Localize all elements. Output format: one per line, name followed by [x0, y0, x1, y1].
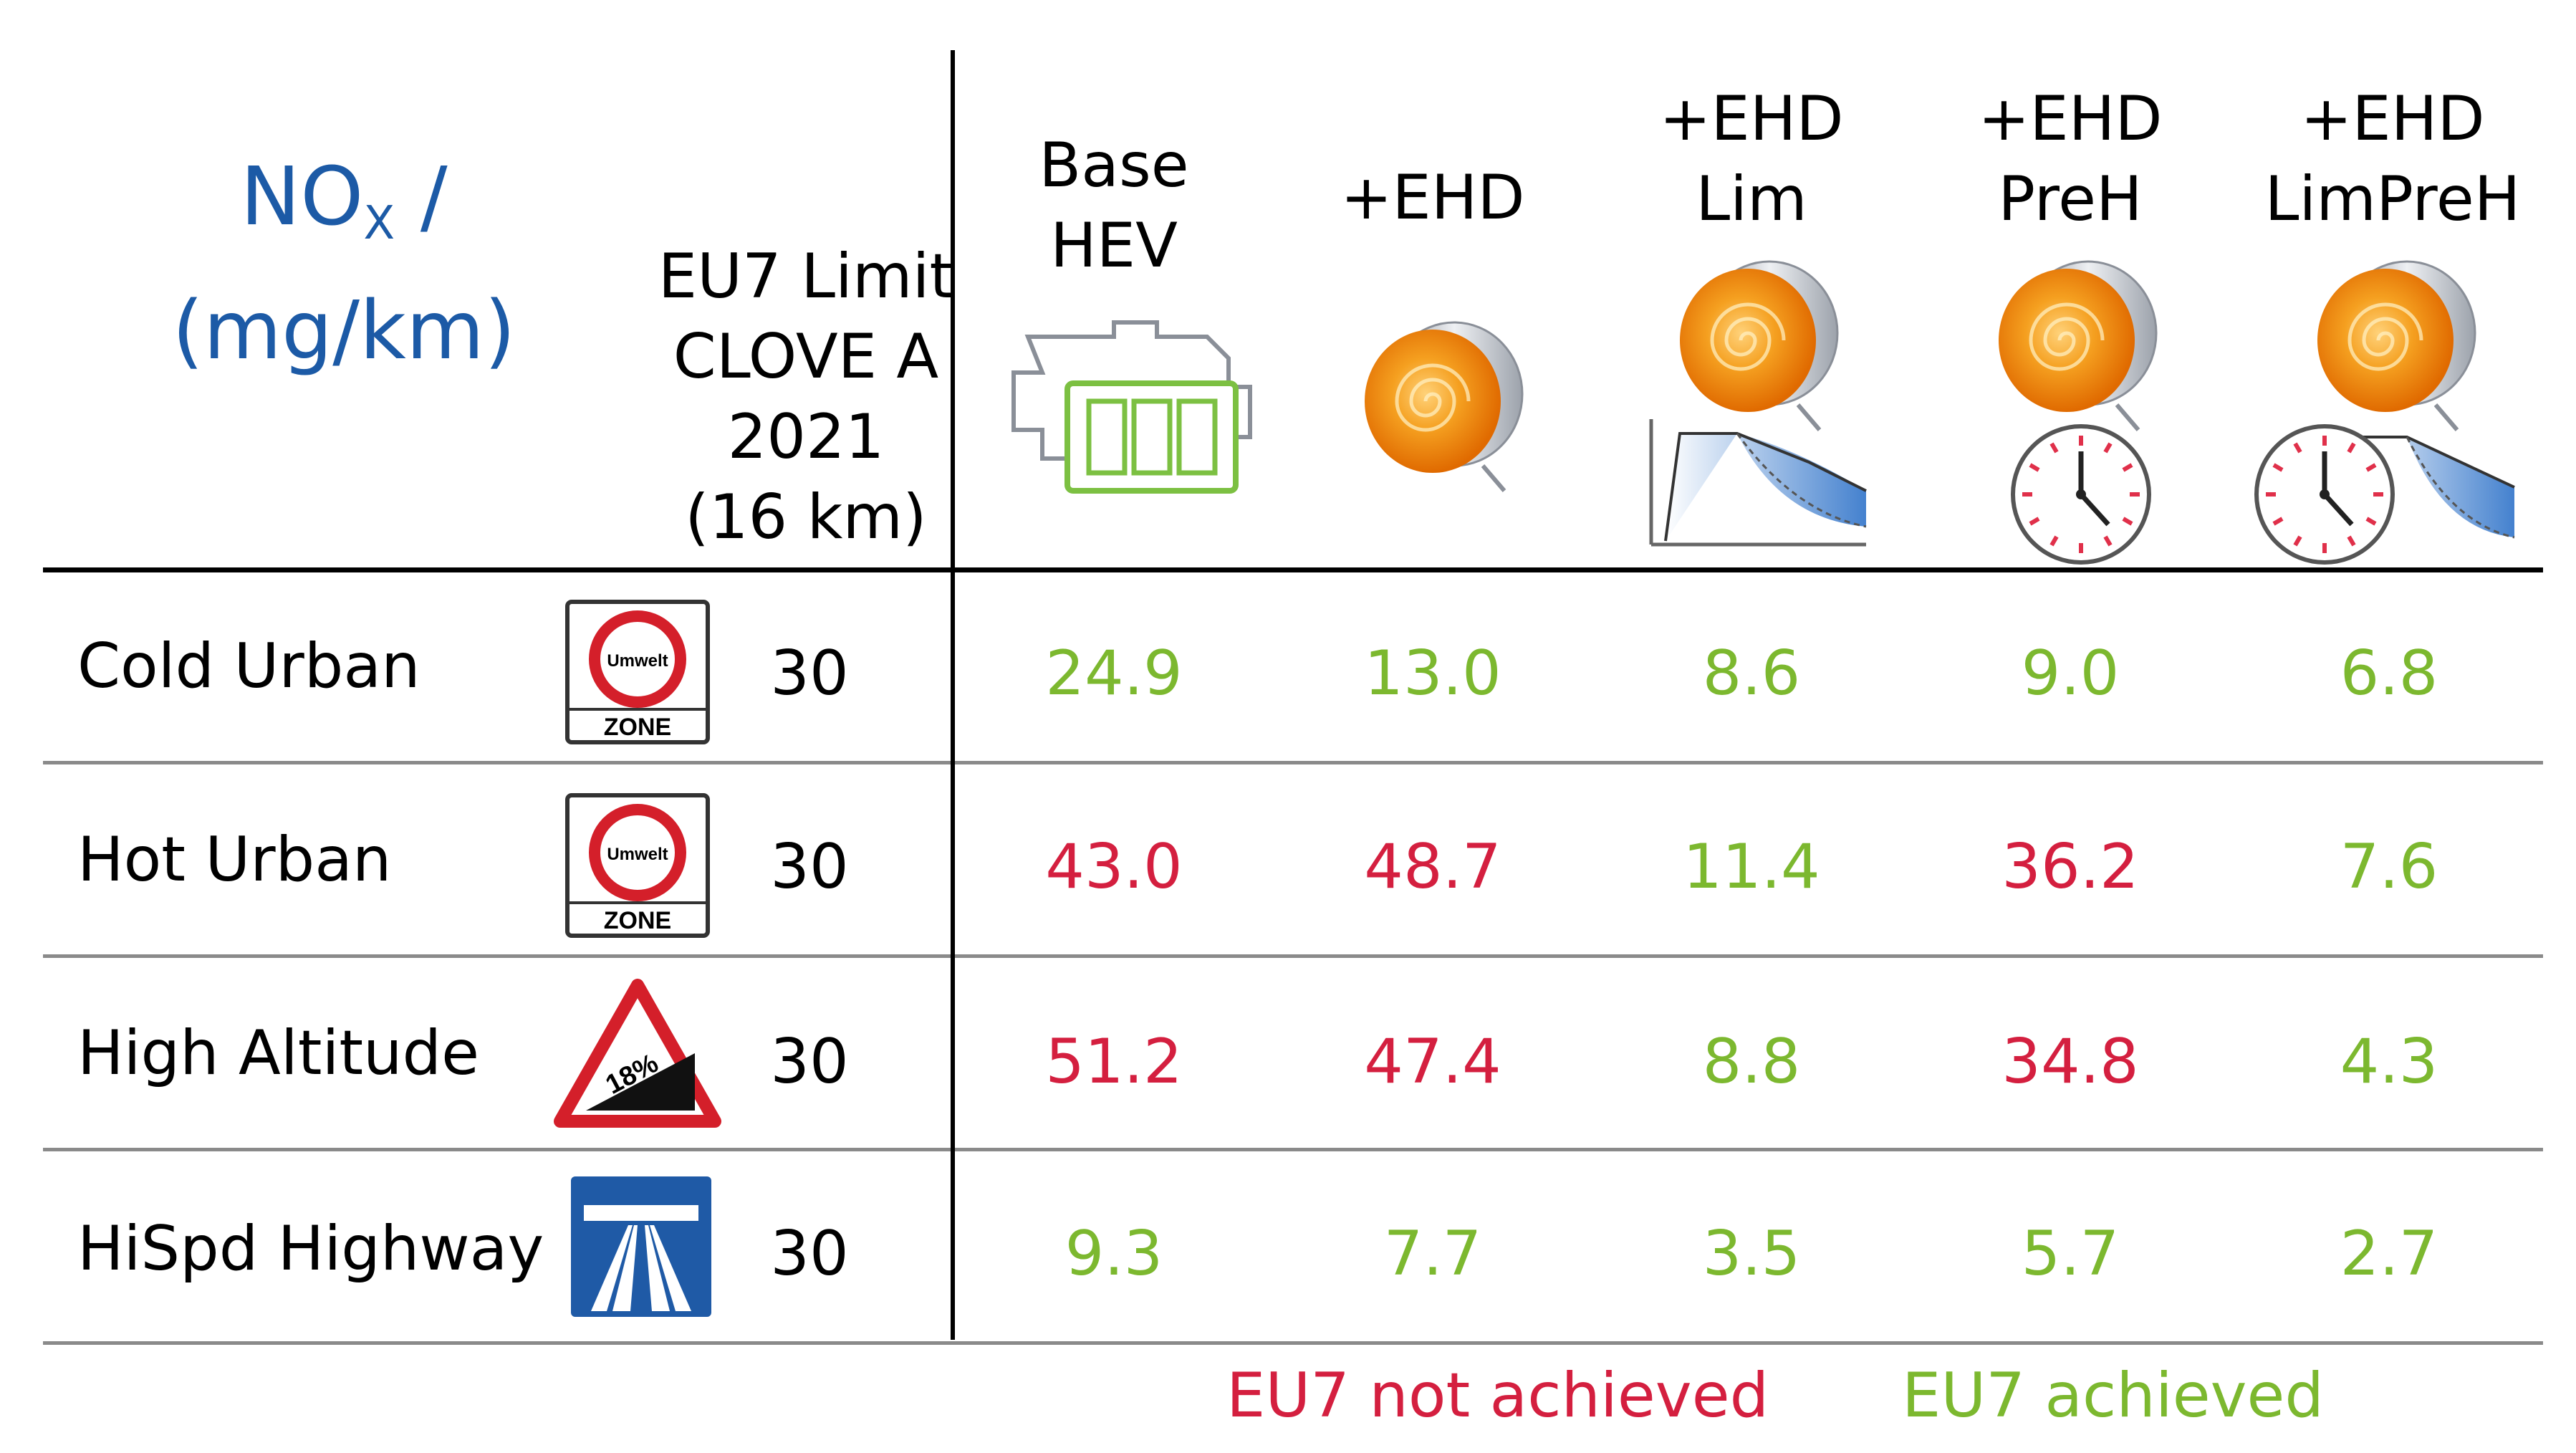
- row-divider: [43, 1148, 2543, 1151]
- unit-prefix: NO: [240, 150, 364, 244]
- value-cell: 43.0: [1045, 831, 1183, 903]
- limit-value: 30: [770, 1218, 849, 1290]
- limit-header-line: (16 km): [685, 481, 927, 553]
- unit-suffix: /: [395, 150, 448, 244]
- value-cell: 2.7: [2340, 1218, 2438, 1290]
- heated-catalyst-icon: [1680, 262, 1837, 430]
- value-cell: 7.6: [2340, 831, 2438, 903]
- value-cell: 7.7: [1383, 1218, 1482, 1290]
- value-cell: 48.7: [1364, 831, 1501, 903]
- steep-grade-sign-icon: 18%: [554, 979, 721, 1128]
- table-bottom-border: [43, 1341, 2543, 1345]
- unit-line1: NOX /: [86, 143, 602, 277]
- heated-catalyst-icon: [1999, 262, 2156, 430]
- clock-icon: [2257, 426, 2393, 562]
- row-divider: [43, 761, 2543, 764]
- column-header-line: +EHD: [1340, 162, 1525, 234]
- row-label-hispd-highway: HiSpd Highway: [77, 1213, 544, 1285]
- column-header-ehd-preh: +EHD PreH: [1941, 79, 2199, 239]
- limit-value: 30: [770, 638, 849, 709]
- value-cell: 34.8: [2001, 1026, 2139, 1098]
- limit-value: 30: [770, 831, 849, 903]
- column-header-line: PreH: [1998, 163, 2143, 235]
- legend-not-achieved: EU7 not achieved: [1226, 1360, 1769, 1432]
- limit-header-line: CLOVE A: [673, 321, 939, 393]
- unit-line2: (mg/km): [172, 284, 516, 378]
- heated-catalyst-icon: [2317, 262, 2475, 430]
- column-header-line: +EHD: [1659, 83, 1844, 155]
- value-cell: 5.7: [2021, 1218, 2120, 1290]
- column-header-line: HEV: [1050, 210, 1178, 282]
- clock-icon: [2013, 426, 2149, 562]
- column-divider: [951, 50, 955, 1340]
- column-header-base-hev: Base HEV: [985, 125, 1243, 286]
- column-header-line: +EHD: [2300, 83, 2485, 155]
- row-divider: [43, 954, 2543, 958]
- value-cell: 47.4: [1364, 1026, 1501, 1098]
- value-cell: 11.4: [1683, 831, 1820, 903]
- row-label-high-altitude: High Altitude: [77, 1017, 480, 1089]
- heated-catalyst-icon: [1365, 322, 1522, 491]
- environmental-zone-sign-icon: Umwelt ZONE: [565, 793, 710, 938]
- value-cell: 3.5: [1702, 1218, 1801, 1290]
- unit-label: NOX / (mg/km): [86, 143, 602, 385]
- row-label-cold-urban: Cold Urban: [77, 630, 420, 702]
- sign-umwelt-text: Umwelt: [607, 651, 668, 671]
- value-cell: 6.8: [2340, 638, 2438, 709]
- column-header-ehd: +EHD: [1304, 158, 1562, 238]
- limit-header-line: 2021: [727, 401, 885, 473]
- limit-header-line: EU7 Limit: [658, 241, 954, 312]
- column-header-ehd-lim: +EHD Lim: [1623, 79, 1880, 239]
- environmental-zone-sign-icon: Umwelt ZONE: [565, 600, 710, 744]
- column-header-line: Base: [1039, 130, 1189, 201]
- sign-umwelt-text: Umwelt: [607, 845, 668, 864]
- limit-value: 30: [770, 1026, 849, 1098]
- value-cell: 24.9: [1045, 638, 1183, 709]
- column-header-line: Lim: [1696, 163, 1807, 235]
- value-cell: 51.2: [1045, 1026, 1183, 1098]
- motorway-sign-icon: [568, 1174, 714, 1320]
- legend-achieved: EU7 achieved: [1902, 1360, 2325, 1432]
- column-icons: [1011, 0, 2515, 573]
- value-cell: 8.6: [1702, 638, 1801, 709]
- limit-header: EU7 Limit CLOVE A 2021 (16 km): [645, 236, 967, 557]
- sign-zone-text: ZONE: [604, 714, 671, 741]
- value-cell: 9.0: [2021, 638, 2120, 709]
- engine-battery-icon: [1011, 320, 1252, 494]
- column-header-line: LimPreH: [2264, 163, 2521, 235]
- value-cell: 13.0: [1364, 638, 1501, 709]
- power-limit-curve-icon: [1649, 419, 1867, 547]
- header-divider: [43, 567, 2543, 572]
- column-header-ehd-limpreh: +EHD LimPreH: [2235, 79, 2550, 239]
- column-header-line: +EHD: [1978, 83, 2163, 155]
- sign-zone-text: ZONE: [604, 907, 671, 934]
- value-cell: 4.3: [2340, 1026, 2438, 1098]
- row-label-hot-urban: Hot Urban: [77, 824, 392, 896]
- value-cell: 8.8: [1702, 1026, 1801, 1098]
- value-cell: 36.2: [2001, 831, 2139, 903]
- value-cell: 9.3: [1064, 1218, 1163, 1290]
- unit-subscript: X: [363, 197, 395, 250]
